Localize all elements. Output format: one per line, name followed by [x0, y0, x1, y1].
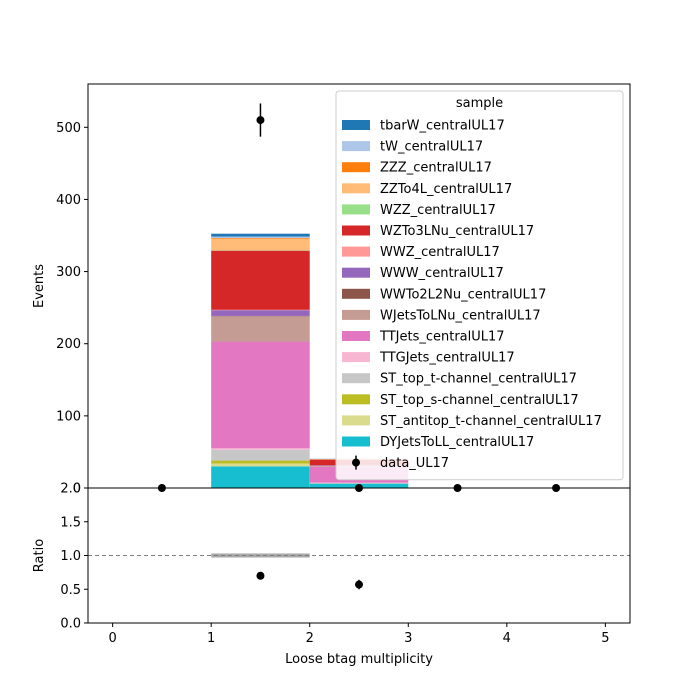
legend-entry-label: ZZZ_centralUL17: [380, 161, 492, 176]
legend-entry-label: WWW_centralUL17: [380, 266, 504, 281]
main-plot-y-ticks: 0 100 200 300 400 500: [56, 121, 88, 497]
legend-swatch: [342, 394, 370, 405]
legend-swatch: [342, 436, 370, 447]
data-point: [256, 116, 265, 125]
x-tick-label: 1: [207, 631, 215, 646]
legend-entry-label: ZZTo4L_centralUL17: [380, 182, 512, 197]
stack-bar-tW_centralUL17: [211, 236, 310, 239]
legend-entry-label: DYJetsToLL_centralUL17: [380, 435, 534, 450]
ratio-y-tick-label: 2.0: [60, 482, 81, 497]
stack-bar-ZZTo4L_centralUL17: [211, 238, 310, 251]
x-tick-label: 2: [306, 631, 314, 646]
legend-swatch: [342, 141, 370, 152]
y-tick-label: 300: [56, 265, 81, 280]
legend-swatch: [342, 331, 370, 341]
legend-swatch: [342, 204, 370, 215]
legend-entry-label: WJetsToLNu_centralUL17: [380, 308, 541, 323]
legend-entry-label: tW_centralUL17: [380, 140, 483, 155]
legend-entry-label: ST_top_s-channel_centralUL17: [380, 393, 579, 408]
legend-swatch: [342, 183, 370, 194]
legend-entry-label: TTGJets_centralUL17: [379, 351, 515, 366]
x-axis-ticks: 0 1 2 3 4 5: [108, 623, 610, 646]
x-tick-label: 5: [601, 631, 609, 646]
ratio-uncertainty-band: [211, 553, 310, 558]
stack-bar-WJetsToLNu_centralUL17: [211, 316, 310, 342]
y-tick-label: 100: [56, 409, 81, 424]
legend-entry-label: data_UL17: [380, 456, 449, 471]
legend-entry-label: TTJets_centralUL17: [379, 330, 505, 345]
legend-entry-label: ST_top_t-channel_centralUL17: [380, 372, 577, 387]
ratio-plot-frame: [87, 487, 631, 624]
x-tick-label: 4: [503, 631, 511, 646]
stack-bar-ST_top_s-channel_centralUL17: [211, 460, 310, 464]
legend-entry-label: tbarW_centralUL17: [380, 119, 505, 134]
stack-bar-WWW_centralUL17: [211, 310, 310, 316]
stack-bar-tbarW_centralUL17: [211, 233, 310, 237]
legend-swatch: [342, 373, 370, 384]
ratio-point: [256, 571, 265, 580]
legend-box: [335, 90, 624, 481]
ratio-band-rect: [211, 553, 310, 558]
legend-swatch: [342, 309, 370, 320]
main-plot-stack: [211, 233, 409, 488]
ratio-plot-y-ticks: 0.0 0.5 1.0 1.5 2.0: [60, 482, 88, 632]
legend-entry-label: WZTo3LNu_centralUL17: [380, 224, 534, 239]
x-tick-label: 0: [108, 631, 116, 646]
legend-entry-label: WWTo2L2Nu_centralUL17: [380, 287, 546, 302]
x-tick-label: 3: [404, 631, 412, 646]
legend-title: sample: [456, 96, 503, 111]
legend-entry-label: WZZ_centralUL17: [380, 203, 496, 218]
stack-bar-ST_antitop_t-channel_centralUL17: [211, 463, 310, 467]
legend-entry-label: WWZ_centralUL17: [380, 245, 500, 260]
legend-swatch: [342, 162, 370, 173]
legend: sample tbarW_centralUL17 tW_centralUL17 ZZZ…: [335, 90, 624, 481]
ratio-plot-y-axis-label: Ratio: [32, 539, 47, 572]
main-plot-data-points: [157, 103, 561, 492]
legend-data-marker: [352, 458, 360, 467]
x-axis-label: Loose btag multiplicity: [285, 652, 433, 667]
legend-swatch: [342, 288, 370, 299]
stack-bar-TTGJets_centralUL17: [211, 448, 310, 450]
legend-swatch: [342, 225, 370, 236]
legend-swatch: [342, 352, 370, 363]
ratio-y-tick-label: 1.5: [60, 515, 81, 530]
stack-bar-DYJetsToLL_centralUL17: [211, 466, 310, 488]
ratio-y-tick-label: 1.0: [60, 549, 81, 564]
y-tick-label: 0: [73, 482, 81, 497]
legend-swatch: [342, 246, 370, 257]
main-plot-y-axis-label: Events: [32, 264, 47, 308]
stack-bar-ST_top_t-channel_centralUL17: [309, 482, 409, 484]
ratio-y-tick-label: 0.0: [60, 617, 81, 632]
y-tick-label: 500: [56, 121, 81, 136]
legend-entry-label: ST_antitop_t-channel_centralUL17: [380, 414, 602, 429]
legend-swatch: [342, 267, 370, 278]
ratio-y-tick-label: 0.5: [60, 583, 81, 598]
y-tick-label: 200: [56, 337, 81, 352]
stack-bar-ST_top_t-channel_centralUL17: [211, 449, 310, 461]
stack-bar-WZTo3LNu_centralUL17: [211, 250, 310, 310]
legend-swatch: [342, 120, 370, 130]
y-tick-label: 400: [56, 193, 81, 208]
legend-swatch: [342, 415, 370, 426]
stack-bar-TTJets_centralUL17: [211, 341, 310, 449]
stack-bar-ZZZ_centralUL17: [211, 238, 310, 239]
ratio-point: [355, 580, 363, 589]
ratio-data-points: [256, 571, 363, 590]
